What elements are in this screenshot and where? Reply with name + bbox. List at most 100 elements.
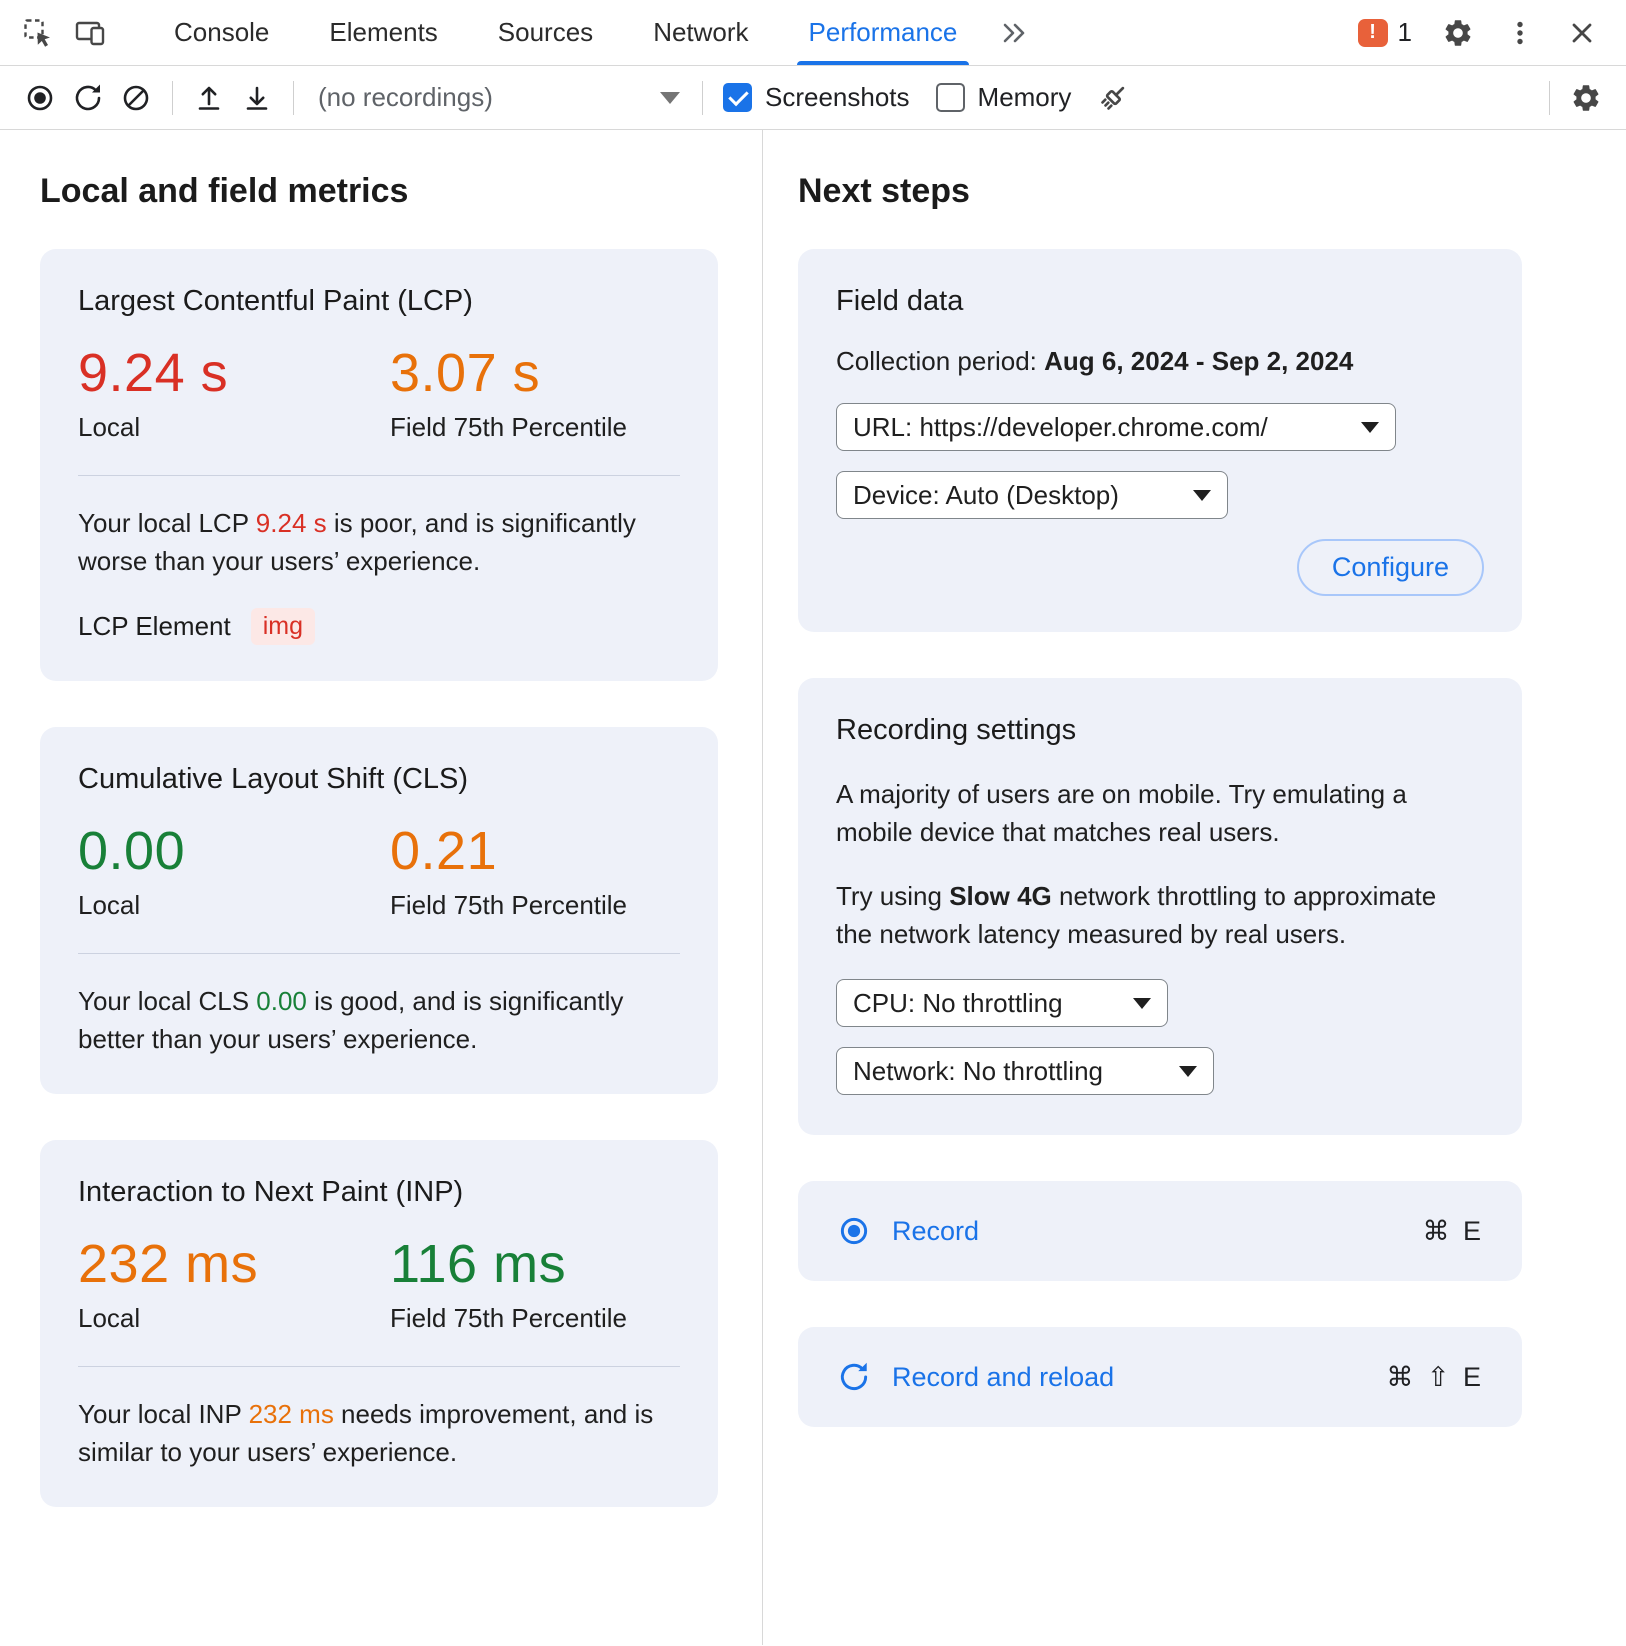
- record-icon: [23, 81, 57, 115]
- desc-text: is poor, and is significantly worse than…: [78, 508, 636, 576]
- collect-garbage-icon: [1096, 81, 1130, 115]
- card-divider: [78, 475, 680, 476]
- issue-badge-icon: !: [1357, 18, 1388, 47]
- paragraph-bold: Slow 4G: [949, 881, 1052, 911]
- metrics-section-title: Local and field metrics: [40, 172, 409, 210]
- issues-counter[interactable]: ! 1: [1348, 17, 1422, 48]
- configure-button[interactable]: Configure: [1296, 539, 1484, 596]
- chevron-down-icon: [1193, 489, 1211, 501]
- url-select[interactable]: URL: https://developer.chrome.com/: [836, 403, 1396, 451]
- collect-garbage-button[interactable]: [1089, 74, 1137, 122]
- chevron-down-icon: [1361, 421, 1379, 433]
- desc-text: needs improvement, and is similar to you…: [78, 1399, 654, 1467]
- record-shortcut: ⌘ E: [1422, 1215, 1484, 1246]
- recording-settings-card: Recording settings A majority of users a…: [798, 678, 1522, 1135]
- lcp-local-value: 9.24 s: [78, 343, 229, 403]
- chevron-down-icon: [1179, 1065, 1197, 1077]
- tab-sources[interactable]: Sources: [497, 17, 594, 47]
- checkbox-checked-icon: [723, 83, 752, 112]
- field-label: Field 75th Percentile: [390, 412, 628, 442]
- record-and-reload-button[interactable]: [64, 74, 112, 122]
- card-divider: [78, 953, 680, 954]
- clear-button[interactable]: [112, 74, 160, 122]
- more-options-button[interactable]: [1494, 7, 1546, 59]
- cpu-throttling-select[interactable]: CPU: No throttling: [836, 979, 1168, 1027]
- device-toolbar-button[interactable]: [64, 7, 116, 59]
- record-reload-action-card: Record and reload ⌘ ⇧ E: [798, 1327, 1522, 1427]
- cls-card-title: Cumulative Layout Shift (CLS): [78, 763, 469, 795]
- field-data-card: Field data Collection period: Aug 6, 202…: [798, 249, 1522, 632]
- devtools-tabbar: Console Elements Sources Network Perform…: [0, 0, 1626, 66]
- tab-console[interactable]: Console: [174, 17, 270, 47]
- recordings-history-value: (no recordings): [318, 82, 493, 112]
- tab-network[interactable]: Network: [653, 17, 749, 47]
- network-throttling-select[interactable]: Network: No throttling: [836, 1047, 1214, 1095]
- gear-icon: [1442, 17, 1474, 49]
- next-steps-title: Next steps: [798, 172, 970, 210]
- toolbar-separator: [702, 80, 703, 115]
- close-devtools-button[interactable]: [1556, 7, 1608, 59]
- lcp-element-label: LCP Element: [78, 611, 231, 641]
- settings-button[interactable]: [1432, 7, 1484, 59]
- paragraph-text: network throttling to approximate the ne…: [836, 881, 1437, 949]
- inspect-element-button[interactable]: [12, 7, 64, 59]
- recording-settings-title: Recording settings: [836, 714, 1077, 746]
- device-toolbar-icon: [73, 16, 107, 50]
- lcp-element-link[interactable]: img: [250, 608, 316, 645]
- reload-icon: [836, 1359, 872, 1395]
- memory-label: Memory: [977, 82, 1072, 112]
- tab-performance[interactable]: Performance: [779, 0, 988, 65]
- load-profile-button[interactable]: [185, 74, 233, 122]
- inp-local-value: 232 ms: [78, 1234, 259, 1294]
- record-action-card: Record ⌘ E: [798, 1181, 1522, 1281]
- device-select-value: Device: Auto (Desktop): [853, 479, 1119, 510]
- capture-settings-button[interactable]: [1562, 74, 1610, 122]
- lcp-description: Your local LCP 9.24 s is poor, and is si…: [78, 504, 680, 580]
- device-select[interactable]: Device: Auto (Desktop): [836, 471, 1228, 519]
- period-label: Collection period:: [836, 346, 1045, 376]
- desc-text: Your local INP: [78, 1399, 249, 1429]
- record-reload-action-label: Record and reload: [892, 1361, 1115, 1392]
- local-field-metrics-column: Local and field metrics Largest Contentf…: [0, 130, 762, 1645]
- record-reload-shortcut: ⌘ ⇧ E: [1386, 1361, 1484, 1392]
- lcp-card-title: Largest Contentful Paint (LCP): [78, 285, 473, 317]
- chevron-down-icon: [660, 91, 680, 104]
- local-label: Local: [78, 890, 141, 920]
- configure-row: Configure: [836, 539, 1484, 596]
- network-select-value: Network: No throttling: [853, 1055, 1103, 1086]
- inspect-cursor-icon: [21, 16, 55, 50]
- record-button[interactable]: [16, 74, 64, 122]
- recording-settings-paragraph-2: Try using Slow 4G network throttling to …: [836, 877, 1476, 953]
- field-label: Field 75th Percentile: [390, 890, 628, 920]
- recordings-history-select[interactable]: (no recordings): [306, 74, 690, 122]
- toolbar-separator: [293, 80, 294, 115]
- close-icon: [1567, 18, 1597, 48]
- field-data-title: Field data: [836, 285, 964, 317]
- cls-values: 0.00 Local 0.21 Field 75th Percentile: [78, 824, 680, 921]
- record-action-label: Record: [892, 1215, 980, 1246]
- recording-settings-paragraph-1: A majority of users are on mobile. Try e…: [836, 779, 1407, 847]
- memory-checkbox[interactable]: Memory: [935, 82, 1072, 113]
- desc-value: 0.00: [256, 986, 307, 1016]
- inp-metric-card: Interaction to Next Paint (INP) 232 ms L…: [40, 1140, 718, 1507]
- local-label: Local: [78, 1303, 141, 1333]
- lcp-field-value: 3.07 s: [390, 343, 541, 403]
- download-icon: [240, 81, 274, 115]
- more-tabs-button[interactable]: [987, 7, 1039, 59]
- save-profile-button[interactable]: [233, 74, 281, 122]
- local-label: Local: [78, 412, 141, 442]
- lcp-metric-card: Largest Contentful Paint (LCP) 9.24 s Lo…: [40, 249, 718, 681]
- gear-icon: [1570, 82, 1602, 114]
- lcp-values: 9.24 s Local 3.07 s Field 75th Percentil…: [78, 346, 680, 443]
- landing-content: Local and field metrics Largest Contentf…: [0, 130, 1626, 1645]
- screenshots-checkbox[interactable]: Screenshots: [723, 82, 910, 113]
- screenshots-label: Screenshots: [765, 82, 910, 112]
- cls-metric-card: Cumulative Layout Shift (CLS) 0.00 Local…: [40, 727, 718, 1094]
- inp-field-value: 116 ms: [390, 1234, 567, 1294]
- column-divider: [762, 130, 763, 1645]
- record-and-reload-action[interactable]: Record and reload: [836, 1359, 1386, 1395]
- tab-elements[interactable]: Elements: [329, 17, 438, 47]
- record-action[interactable]: Record: [836, 1213, 1422, 1249]
- chevron-down-icon: [1133, 997, 1151, 1009]
- collection-period: Collection period: Aug 6, 2024 - Sep 2, …: [836, 346, 1484, 377]
